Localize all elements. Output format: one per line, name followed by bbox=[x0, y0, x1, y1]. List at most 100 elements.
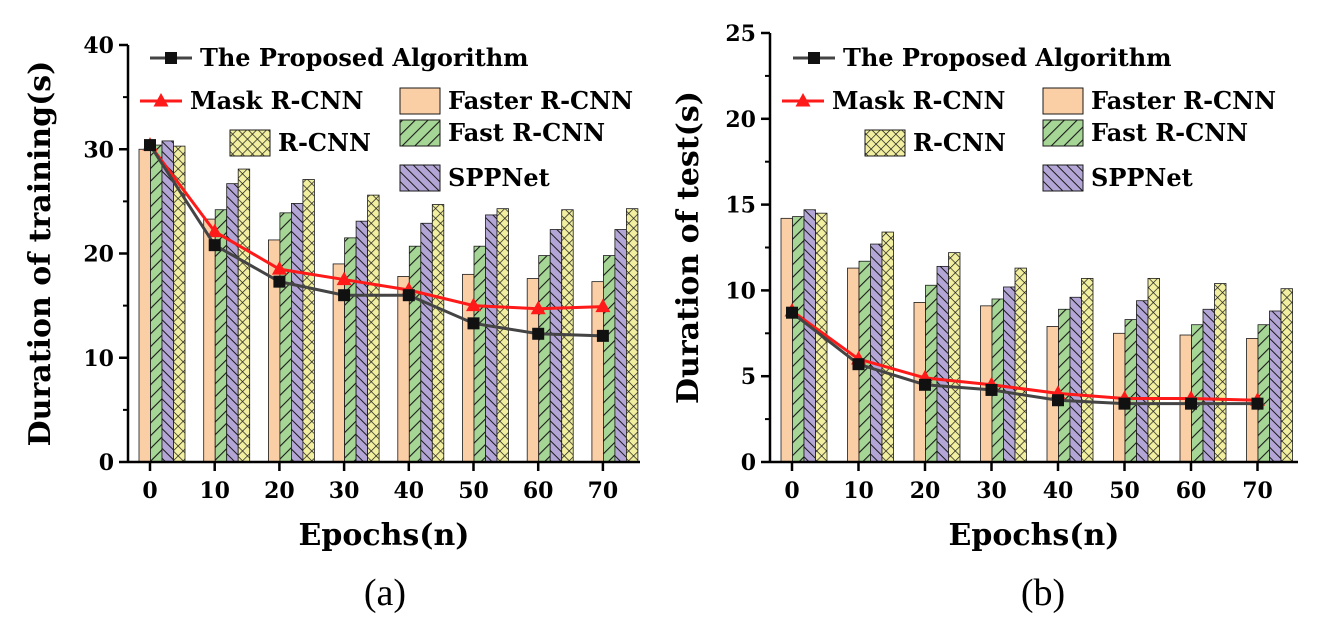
panel-b-bar-fast-r-cnn-40 bbox=[1058, 308, 1071, 463]
panel-a-legend-r-cnn: R-CNN bbox=[229, 128, 371, 157]
panel-b-bar-sppnet-60 bbox=[1202, 308, 1215, 463]
panel-a-legend-the-proposed-algorithm: The Proposed Algorithm bbox=[150, 43, 529, 72]
panel-b-bar-sppnet-50 bbox=[1136, 300, 1149, 463]
panel-a-point-the-proposed-algorithm-20 bbox=[273, 275, 286, 288]
panel-b-legend-faster-r-cnn: Faster R-CNN bbox=[1042, 86, 1276, 115]
panel-a-legend-faster-r-cnn: Faster R-CNN bbox=[399, 86, 633, 115]
panel-b-point-the-proposed-algorithm-50 bbox=[1118, 397, 1131, 410]
panel-a-y-tick-label: 10 bbox=[83, 346, 114, 372]
panel-b-x-tick-label: 10 bbox=[843, 478, 874, 504]
panel-a-y-tick-label: 0 bbox=[99, 450, 114, 476]
panel-b-y-tick-label: 0 bbox=[741, 450, 756, 476]
panel-a-bar-r-cnn-40 bbox=[431, 204, 445, 463]
panel-b-legend-fast-r-cnn: Fast R-CNN bbox=[1042, 118, 1248, 147]
panel-b-point-the-proposed-algorithm-10 bbox=[852, 358, 865, 371]
panel-a-point-mask-r-cnn-60 bbox=[530, 300, 546, 315]
legend-triangle-marker bbox=[153, 93, 169, 107]
chart-panel-a: 0 10 20 30 40 0 10 20 30 40 50 60 70 Epochs(n) Duratio… bbox=[23, 33, 640, 553]
panel-a-point-the-proposed-algorithm-70 bbox=[596, 329, 609, 342]
panel-a-bar-r-cnn-70 bbox=[626, 208, 639, 463]
panel-a-y-tick-label: 20 bbox=[83, 242, 114, 268]
panel-a-bar-r-cnn-30 bbox=[367, 194, 380, 463]
panel-a-bar-r-cnn-50 bbox=[496, 208, 509, 463]
panel-b-x-tick-label: 40 bbox=[1043, 478, 1074, 504]
panel-b-bar-sppnet-20 bbox=[936, 265, 949, 463]
panel-b-bar-r-cnn-30 bbox=[1014, 267, 1027, 463]
legend-bar-swatch bbox=[1042, 87, 1084, 115]
legend-label: SPPNet bbox=[448, 163, 550, 192]
panel-a-bar-fast-r-cnn-30 bbox=[344, 237, 357, 463]
panel-a-bar-sppnet-60 bbox=[549, 229, 563, 463]
panel-a-bar-sppnet-0 bbox=[161, 140, 174, 463]
panel-a-legend-mask-r-cnn: Mask R-CNN bbox=[140, 86, 364, 115]
panel-b-point-the-proposed-algorithm-40 bbox=[1052, 394, 1064, 407]
legend-label: The Proposed Algorithm bbox=[200, 43, 529, 72]
panel-b-bar-r-cnn-70 bbox=[1280, 288, 1293, 463]
legend-label: Fast R-CNN bbox=[1091, 118, 1248, 147]
legend-bar-swatch bbox=[1042, 164, 1084, 192]
legend-square-marker bbox=[165, 52, 177, 64]
panel-a-point-the-proposed-algorithm-50 bbox=[467, 317, 480, 330]
panel-b-legend-the-proposed-algorithm: The Proposed Algorithm bbox=[793, 43, 1172, 72]
panel-b-legend-sppnet: SPPNet bbox=[1042, 163, 1193, 192]
panel-b-y-tick-label: 25 bbox=[725, 21, 756, 47]
panel-a-legend-sppnet: SPPNet bbox=[399, 163, 550, 192]
panel-a-bar-sppnet-40 bbox=[420, 222, 433, 463]
panel-a-legend-fast-r-cnn: Fast R-CNN bbox=[399, 118, 605, 147]
panel-a-bar-sppnet-50 bbox=[485, 214, 498, 463]
panel-a-line-mask-r-cnn bbox=[148, 144, 603, 311]
panel-b-bar-r-cnn-10 bbox=[881, 231, 894, 463]
panel-a-bar-sppnet-20 bbox=[290, 203, 304, 463]
panel-a-bar-sppnet-30 bbox=[355, 220, 369, 463]
panel-a-point-mask-r-cnn-70 bbox=[595, 298, 611, 313]
panel-b-x-tick-label: 30 bbox=[976, 478, 1007, 504]
panel-b-point-the-proposed-algorithm-20 bbox=[919, 378, 931, 391]
panel-b-caption: (b) bbox=[1021, 572, 1065, 614]
panel-b-y-tick-label: 5 bbox=[741, 364, 756, 390]
panel-a-point-mask-r-cnn-30 bbox=[336, 271, 352, 286]
legend-label: SPPNet bbox=[1091, 163, 1193, 192]
panel-b-point-the-proposed-algorithm-60 bbox=[1185, 397, 1197, 410]
panel-a-point-mask-r-cnn-50 bbox=[466, 297, 481, 312]
panel-a-point-the-proposed-algorithm-0 bbox=[144, 139, 156, 152]
panel-a-point-the-proposed-algorithm-10 bbox=[208, 239, 221, 252]
legend-triangle-marker bbox=[795, 93, 811, 107]
legend-bar-swatch bbox=[399, 87, 441, 115]
panel-b-point-the-proposed-algorithm-30 bbox=[985, 383, 998, 396]
panel-b-bar-sppnet-70 bbox=[1269, 310, 1282, 463]
panel-b-bar-fast-r-cnn-50 bbox=[1124, 319, 1137, 463]
legend-label: Mask R-CNN bbox=[832, 86, 1006, 115]
panel-b-bar-sppnet-30 bbox=[1003, 286, 1016, 463]
panel-a-bar-fast-r-cnn-40 bbox=[408, 245, 422, 463]
panel-b-y-tick-label: 20 bbox=[725, 107, 756, 133]
panel-b-bar-fast-r-cnn-60 bbox=[1191, 324, 1204, 463]
legend-label: The Proposed Algorithm bbox=[843, 43, 1172, 72]
panel-b-bar-sppnet-10 bbox=[870, 243, 883, 463]
legend-bar-swatch bbox=[229, 129, 271, 157]
chart-panel-b: 0 5 10 15 20 25 0 10 20 30 40 50 60 70 Epochs(n) Durati… bbox=[671, 21, 1298, 553]
legend-label: Fast R-CNN bbox=[448, 118, 605, 147]
panel-b-bar-r-cnn-40 bbox=[1081, 277, 1094, 463]
panel-a-bar-faster-r-cnn-40 bbox=[397, 276, 410, 463]
panel-a-bar-r-cnn-0 bbox=[173, 145, 186, 463]
panel-b-y-tick-label: 10 bbox=[725, 278, 756, 304]
panel-a-x-tick-label: 10 bbox=[199, 478, 230, 504]
panel-b-bar-sppnet-40 bbox=[1069, 296, 1082, 463]
panel-b-x-tick-label: 50 bbox=[1109, 478, 1140, 504]
panel-a-point-the-proposed-algorithm-40 bbox=[402, 289, 415, 302]
legend-label: Faster R-CNN bbox=[448, 86, 633, 115]
panel-a-bar-fast-r-cnn-70 bbox=[603, 255, 616, 463]
panel-b-bar-r-cnn-20 bbox=[948, 252, 961, 463]
panel-b-point-the-proposed-algorithm-70 bbox=[1251, 397, 1264, 410]
panel-a-bar-faster-r-cnn-0 bbox=[138, 148, 151, 463]
panel-a-point-the-proposed-algorithm-30 bbox=[338, 289, 351, 302]
panel-a-bar-sppnet-10 bbox=[226, 183, 239, 463]
panel-b-bar-fast-r-cnn-20 bbox=[925, 284, 938, 463]
panel-b-bar-fast-r-cnn-70 bbox=[1257, 324, 1270, 463]
panel-a-caption: (a) bbox=[364, 572, 406, 614]
panel-a-x-tick-label: 50 bbox=[458, 478, 489, 504]
legend-bar-swatch bbox=[399, 164, 441, 192]
panel-a-point-the-proposed-algorithm-60 bbox=[532, 327, 545, 340]
panel-a-x-tick-label: 20 bbox=[264, 478, 295, 504]
panel-a-point-mask-r-cnn-20 bbox=[271, 261, 287, 275]
